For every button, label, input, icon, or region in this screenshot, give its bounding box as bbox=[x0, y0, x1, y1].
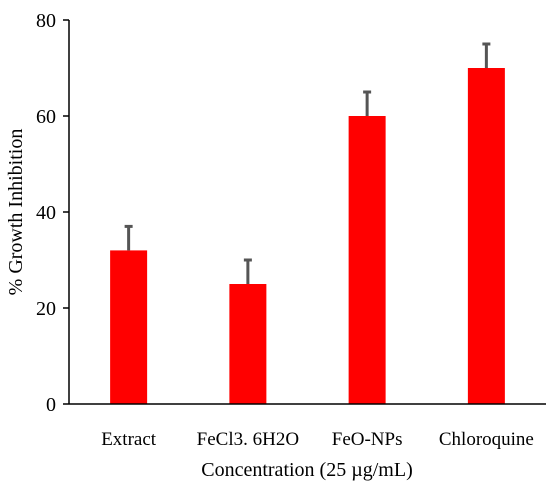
x-tick-label: FeCl3. 6H2O bbox=[197, 429, 299, 450]
bar bbox=[110, 250, 148, 404]
x-tick-label: Chloroquine bbox=[439, 429, 534, 450]
y-tick-label: 20 bbox=[36, 298, 56, 320]
chart-marks: 0 20 40 60 80 Extract FeCl3. 6H2O FeO-NPs Chloro… bbox=[36, 10, 534, 450]
x-tick-label: Extract bbox=[101, 429, 157, 450]
y-tick-label: 40 bbox=[36, 202, 56, 224]
y-tick-label: 0 bbox=[46, 394, 56, 416]
bar bbox=[348, 116, 386, 404]
y-tick-label: 60 bbox=[36, 106, 56, 128]
y-tick-label: 80 bbox=[36, 10, 56, 32]
x-tick-label: FeO-NPs bbox=[332, 429, 403, 450]
x-axis-title: Concentration (25 µg/mL) bbox=[201, 459, 412, 481]
bar bbox=[467, 68, 505, 404]
y-axis-title: % Growth Inhibition bbox=[5, 129, 27, 296]
bar bbox=[229, 284, 267, 404]
